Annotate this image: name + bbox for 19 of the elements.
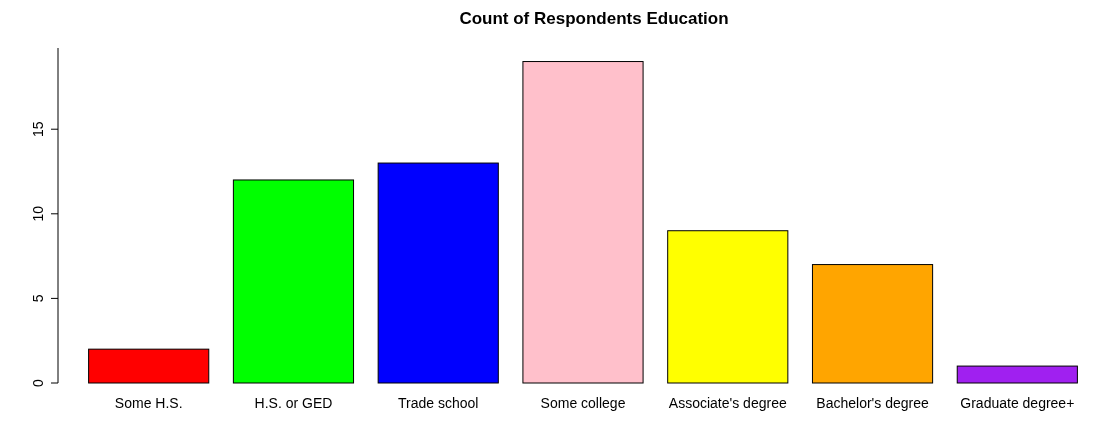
bar — [811, 264, 934, 384]
y-tick-label: 15 — [29, 121, 46, 137]
x-tick-label: Some H.S. — [114, 394, 183, 411]
bar — [377, 162, 499, 384]
x-tick-label: Some college — [540, 394, 626, 411]
chart-title: Count of Respondents Education — [459, 9, 729, 28]
y-tick-label: 5 — [29, 294, 46, 303]
x-tick-label: Associate's degree — [668, 394, 787, 411]
bar — [956, 365, 1078, 384]
x-tick-label: Trade school — [398, 394, 479, 411]
x-tick-label: H.S. or GED — [254, 394, 333, 411]
bar — [522, 61, 644, 384]
y-tick-label: 0 — [29, 378, 46, 387]
bar — [232, 179, 355, 384]
bar — [88, 348, 210, 384]
x-tick-label: Graduate degree+ — [960, 394, 1075, 411]
bar — [667, 230, 789, 384]
y-tick-label: 10 — [29, 205, 46, 222]
x-tick-label: Bachelor's degree — [816, 394, 929, 411]
